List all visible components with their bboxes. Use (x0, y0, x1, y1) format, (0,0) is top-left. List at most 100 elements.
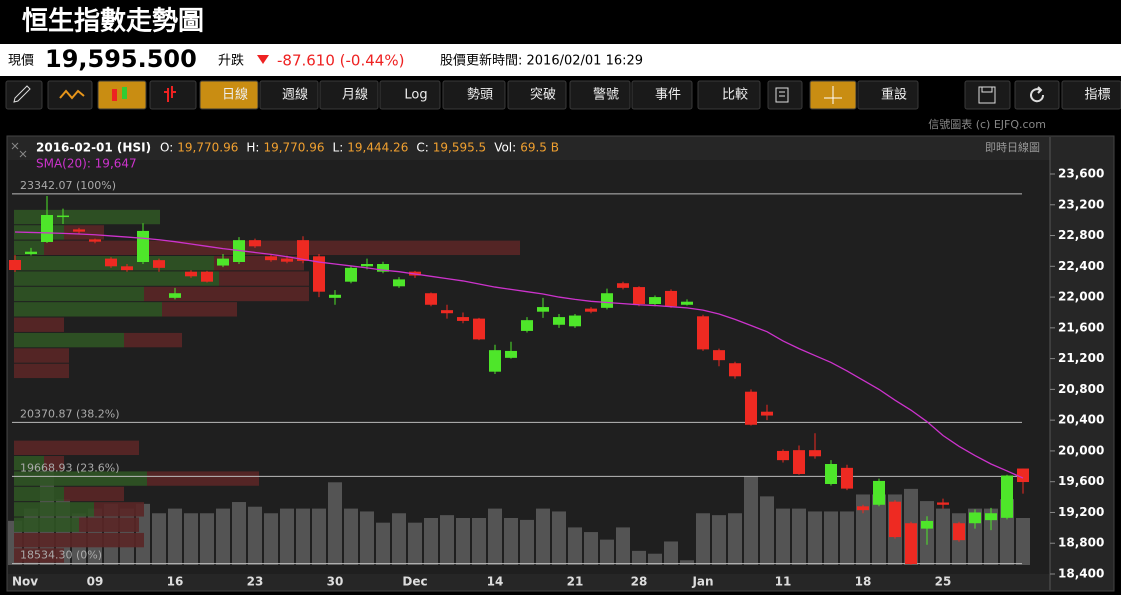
toolbar-button[interactable] (199, 80, 259, 110)
title-bar (0, 0, 1121, 44)
candle-body (121, 266, 133, 271)
profile-down (14, 440, 139, 455)
candle-body (713, 350, 725, 361)
down-arrow (257, 55, 269, 64)
toolbar-label[interactable]: 突破 (530, 87, 556, 103)
toolbar-button[interactable] (697, 80, 761, 110)
candle-body (953, 523, 965, 541)
info-date: 2016-02-01 (HSI) (36, 141, 151, 155)
candle-body (729, 363, 741, 377)
toolbar-label[interactable]: 指標 (1084, 88, 1110, 103)
volume-bar (360, 511, 374, 565)
candle-body (9, 260, 21, 270)
toolbar-button[interactable] (569, 80, 631, 110)
volume-bar (776, 508, 790, 565)
volume-bar (280, 508, 294, 565)
y-tick-label: 19,600 (1058, 474, 1104, 488)
toolbar-label[interactable]: 勢頭 (467, 88, 493, 103)
toolbar-button[interactable] (964, 80, 1011, 110)
candle-body (985, 513, 997, 521)
profile-down (124, 332, 182, 348)
toolbar-button[interactable] (631, 80, 693, 110)
volume-bar (568, 527, 582, 565)
volume-bar (744, 476, 758, 565)
candle-body (89, 239, 101, 242)
candle-body (345, 267, 357, 282)
toolbar-button[interactable] (319, 80, 379, 110)
candle-body (553, 317, 565, 325)
candle-body (905, 523, 917, 564)
candle-body (969, 512, 981, 524)
volume-bar (632, 550, 646, 565)
candle-body (921, 520, 933, 529)
candle-body (473, 318, 485, 340)
volume-bar (472, 518, 486, 565)
change: -87.610 (-0.44%) (277, 52, 404, 70)
toolbar-label[interactable]: 月線 (342, 87, 368, 103)
x-tick-label: 11 (775, 575, 792, 589)
toolbar-button[interactable] (857, 80, 919, 110)
toolbar-label[interactable]: 警號 (593, 87, 619, 103)
candle-body (841, 467, 853, 489)
candle-body (265, 256, 277, 261)
toolbar-label[interactable]: 比較 (722, 88, 748, 103)
info-value: 19,770.96 (263, 141, 324, 155)
toolbar-button[interactable] (442, 80, 506, 110)
toolbar-button[interactable] (1014, 80, 1060, 110)
quote-bar (0, 44, 1121, 76)
toolbar-label[interactable]: 事件 (655, 88, 681, 103)
profile-up (14, 240, 44, 255)
toolbar-button[interactable] (379, 80, 441, 110)
toolbar-button[interactable] (767, 80, 803, 110)
candle-body (169, 293, 181, 298)
volume-bar (696, 513, 710, 565)
candle-body (425, 293, 437, 305)
info-key: Vol: (494, 141, 516, 155)
candle-body (937, 502, 949, 505)
profile-down (147, 471, 259, 486)
y-tick-label: 23,600 (1058, 167, 1104, 181)
profile-down (14, 363, 69, 379)
toolbar-label[interactable]: 重設 (881, 87, 907, 103)
toolbar-button[interactable] (507, 80, 567, 110)
expand-icon[interactable] (11, 142, 27, 158)
info-key: H: (246, 141, 259, 155)
candle-body (617, 283, 629, 288)
candle-body (313, 256, 325, 292)
candle-body (249, 240, 261, 247)
candle-body (1017, 468, 1029, 483)
price: 19,595.500 (45, 45, 197, 73)
volume-bar (248, 506, 262, 565)
x-tick-label: 18 (855, 575, 872, 589)
y-tick-label: 19,200 (1058, 505, 1104, 519)
candle-body (761, 411, 773, 416)
candle-body (489, 350, 501, 372)
volume-bar (536, 508, 550, 565)
volume-bar (520, 519, 534, 565)
toolbar-label[interactable]: 日線 (222, 87, 248, 103)
candle-body (137, 230, 149, 262)
volume-bar (680, 560, 694, 565)
candle-body (361, 264, 373, 267)
volume-bar (392, 513, 406, 565)
candle-body (377, 264, 389, 272)
candle-body (873, 480, 885, 505)
x-tick-label: 21 (567, 575, 584, 589)
candle-body (585, 308, 597, 312)
candle-body (601, 293, 613, 308)
candle-body (1001, 475, 1013, 518)
profile-up (14, 209, 160, 225)
toolbar-button[interactable] (1061, 80, 1121, 110)
y-tick-label: 20,400 (1058, 413, 1104, 427)
level-label: 19668.93 (23.6%) (20, 461, 120, 474)
toolbar-button[interactable] (259, 80, 319, 110)
y-tick-label: 22,400 (1058, 259, 1104, 273)
profile-down (94, 502, 144, 517)
profile-down (64, 225, 104, 240)
profile-down (219, 271, 309, 286)
toolbar-label[interactable]: Log (404, 88, 427, 103)
volume-bar (200, 513, 214, 565)
profile-up (14, 456, 44, 471)
save-icon (978, 86, 996, 104)
toolbar-label[interactable]: 週線 (282, 87, 308, 103)
